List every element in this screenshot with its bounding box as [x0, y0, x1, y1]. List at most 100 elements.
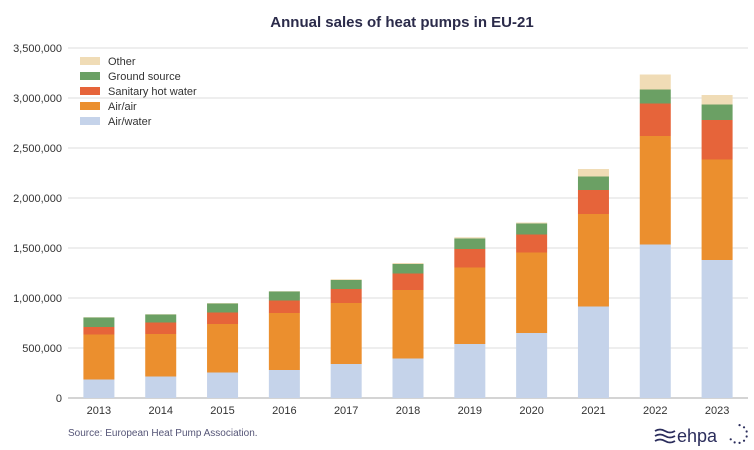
bar-ground-source-2023 [701, 104, 733, 120]
logo-text: ehpa [677, 426, 718, 446]
bar-air-air-2021 [577, 214, 609, 307]
bar-ground-source-2019 [454, 238, 486, 249]
bar-other-2020 [516, 222, 548, 224]
logo-dot [745, 430, 748, 433]
x-tick-label: 2019 [458, 405, 482, 417]
bar-sanitary-hot-water-2020 [516, 234, 548, 253]
logo-dot [738, 424, 741, 427]
bar-ground-source-2016 [268, 291, 300, 301]
bar-sanitary-hot-water-2022 [639, 103, 671, 136]
legend-swatch [80, 57, 100, 65]
bar-ground-source-2021 [577, 176, 609, 190]
x-tick-label: 2022 [643, 405, 667, 417]
chart-title: Annual sales of heat pumps in EU-21 [270, 14, 533, 31]
bar-air-water-2023 [701, 260, 733, 398]
bar-air-water-2015 [207, 372, 239, 398]
bar-ground-source-2015 [207, 303, 239, 313]
legend-label: Air/water [108, 116, 152, 128]
bar-other-2023 [701, 95, 733, 105]
bar-air-water-2016 [268, 370, 300, 398]
bar-other-2021 [577, 169, 609, 177]
y-axis-ticks: 0 500,000 1,000,000 1,500,000 2,000,000 2,500… [13, 43, 62, 405]
logo-wave-1 [654, 428, 676, 434]
bar-air-water-2014 [145, 376, 177, 398]
bar-air-air-2013 [83, 334, 115, 380]
bar-ground-source-2022 [639, 89, 671, 104]
logo-dot-arc [729, 424, 748, 444]
legend-swatch [80, 117, 100, 125]
legend-label: Sanitary hot water [108, 86, 197, 98]
y-tick-label: 0 [56, 393, 62, 405]
y-tick-label: 3,500,000 [13, 43, 62, 55]
x-tick-label: 2020 [519, 405, 543, 417]
x-tick-label: 2021 [581, 405, 605, 417]
legend-swatch [80, 87, 100, 95]
x-tick-label: 2016 [272, 405, 296, 417]
logo-dot [733, 441, 736, 444]
y-tick-label: 2,500,000 [13, 143, 62, 155]
bar-air-water-2013 [83, 379, 115, 398]
legend-label: Air/air [108, 101, 137, 113]
legend-label: Ground source [108, 71, 181, 83]
bar-air-water-2018 [392, 358, 424, 398]
logo-wave-2 [654, 433, 676, 439]
logo-dot [742, 426, 746, 429]
bar-air-water-2020 [516, 333, 548, 398]
logo-dot [742, 439, 746, 442]
bar-air-water-2019 [454, 344, 486, 398]
logo-dot [745, 435, 748, 438]
legend-swatch [80, 72, 100, 80]
legend: Other Ground source Sanitary hot water Air/… [80, 56, 197, 128]
bars [83, 74, 733, 398]
y-tick-label: 1,000,000 [13, 293, 62, 305]
bar-sanitary-hot-water-2017 [330, 289, 362, 303]
ehpa-logo: ehpa [654, 424, 748, 446]
bar-air-air-2017 [330, 303, 362, 364]
x-axis-ticks: 2013 2014 2015 2016 2017 2018 2019 2020 2021 2022… [87, 405, 730, 417]
y-tick-label: 500,000 [22, 343, 62, 355]
bar-sanitary-hot-water-2019 [454, 249, 486, 268]
bar-air-air-2016 [268, 313, 300, 370]
bar-ground-source-2020 [516, 223, 548, 235]
x-tick-label: 2013 [87, 405, 111, 417]
bar-ground-source-2018 [392, 264, 424, 274]
bar-other-2017 [330, 279, 362, 280]
bar-sanitary-hot-water-2021 [577, 190, 609, 214]
x-tick-label: 2017 [334, 405, 358, 417]
bar-air-air-2018 [392, 290, 424, 359]
bar-air-air-2023 [701, 159, 733, 260]
bar-air-water-2021 [577, 306, 609, 398]
y-tick-label: 2,000,000 [13, 193, 62, 205]
bar-air-air-2015 [207, 324, 239, 373]
source-note: Source: European Heat Pump Association. [68, 428, 258, 439]
bar-air-air-2020 [516, 252, 548, 333]
bar-ground-source-2013 [83, 317, 115, 327]
bar-ground-source-2017 [330, 280, 362, 289]
x-tick-label: 2018 [396, 405, 420, 417]
bar-other-2018 [392, 263, 424, 264]
bar-other-2022 [639, 74, 671, 90]
bar-sanitary-hot-water-2023 [701, 120, 733, 160]
legend-swatch [80, 102, 100, 110]
x-tick-label: 2015 [210, 405, 234, 417]
bar-other-2019 [454, 237, 486, 239]
y-tick-label: 3,000,000 [13, 93, 62, 105]
bar-sanitary-hot-water-2013 [83, 327, 115, 335]
x-tick-label: 2023 [705, 405, 729, 417]
bar-air-air-2022 [639, 136, 671, 245]
bar-ground-source-2014 [145, 314, 177, 323]
logo-dot [738, 441, 741, 444]
bar-sanitary-hot-water-2015 [207, 312, 239, 324]
bar-air-air-2014 [145, 334, 177, 377]
bar-sanitary-hot-water-2018 [392, 273, 424, 290]
logo-dot [729, 438, 732, 441]
bar-sanitary-hot-water-2016 [268, 300, 300, 313]
legend-label: Other [108, 56, 136, 68]
bar-sanitary-hot-water-2014 [145, 322, 177, 334]
bar-air-air-2019 [454, 267, 486, 344]
bar-air-water-2022 [639, 244, 671, 398]
y-tick-label: 1,500,000 [13, 243, 62, 255]
x-tick-label: 2014 [148, 405, 172, 417]
bar-air-water-2017 [330, 364, 362, 398]
